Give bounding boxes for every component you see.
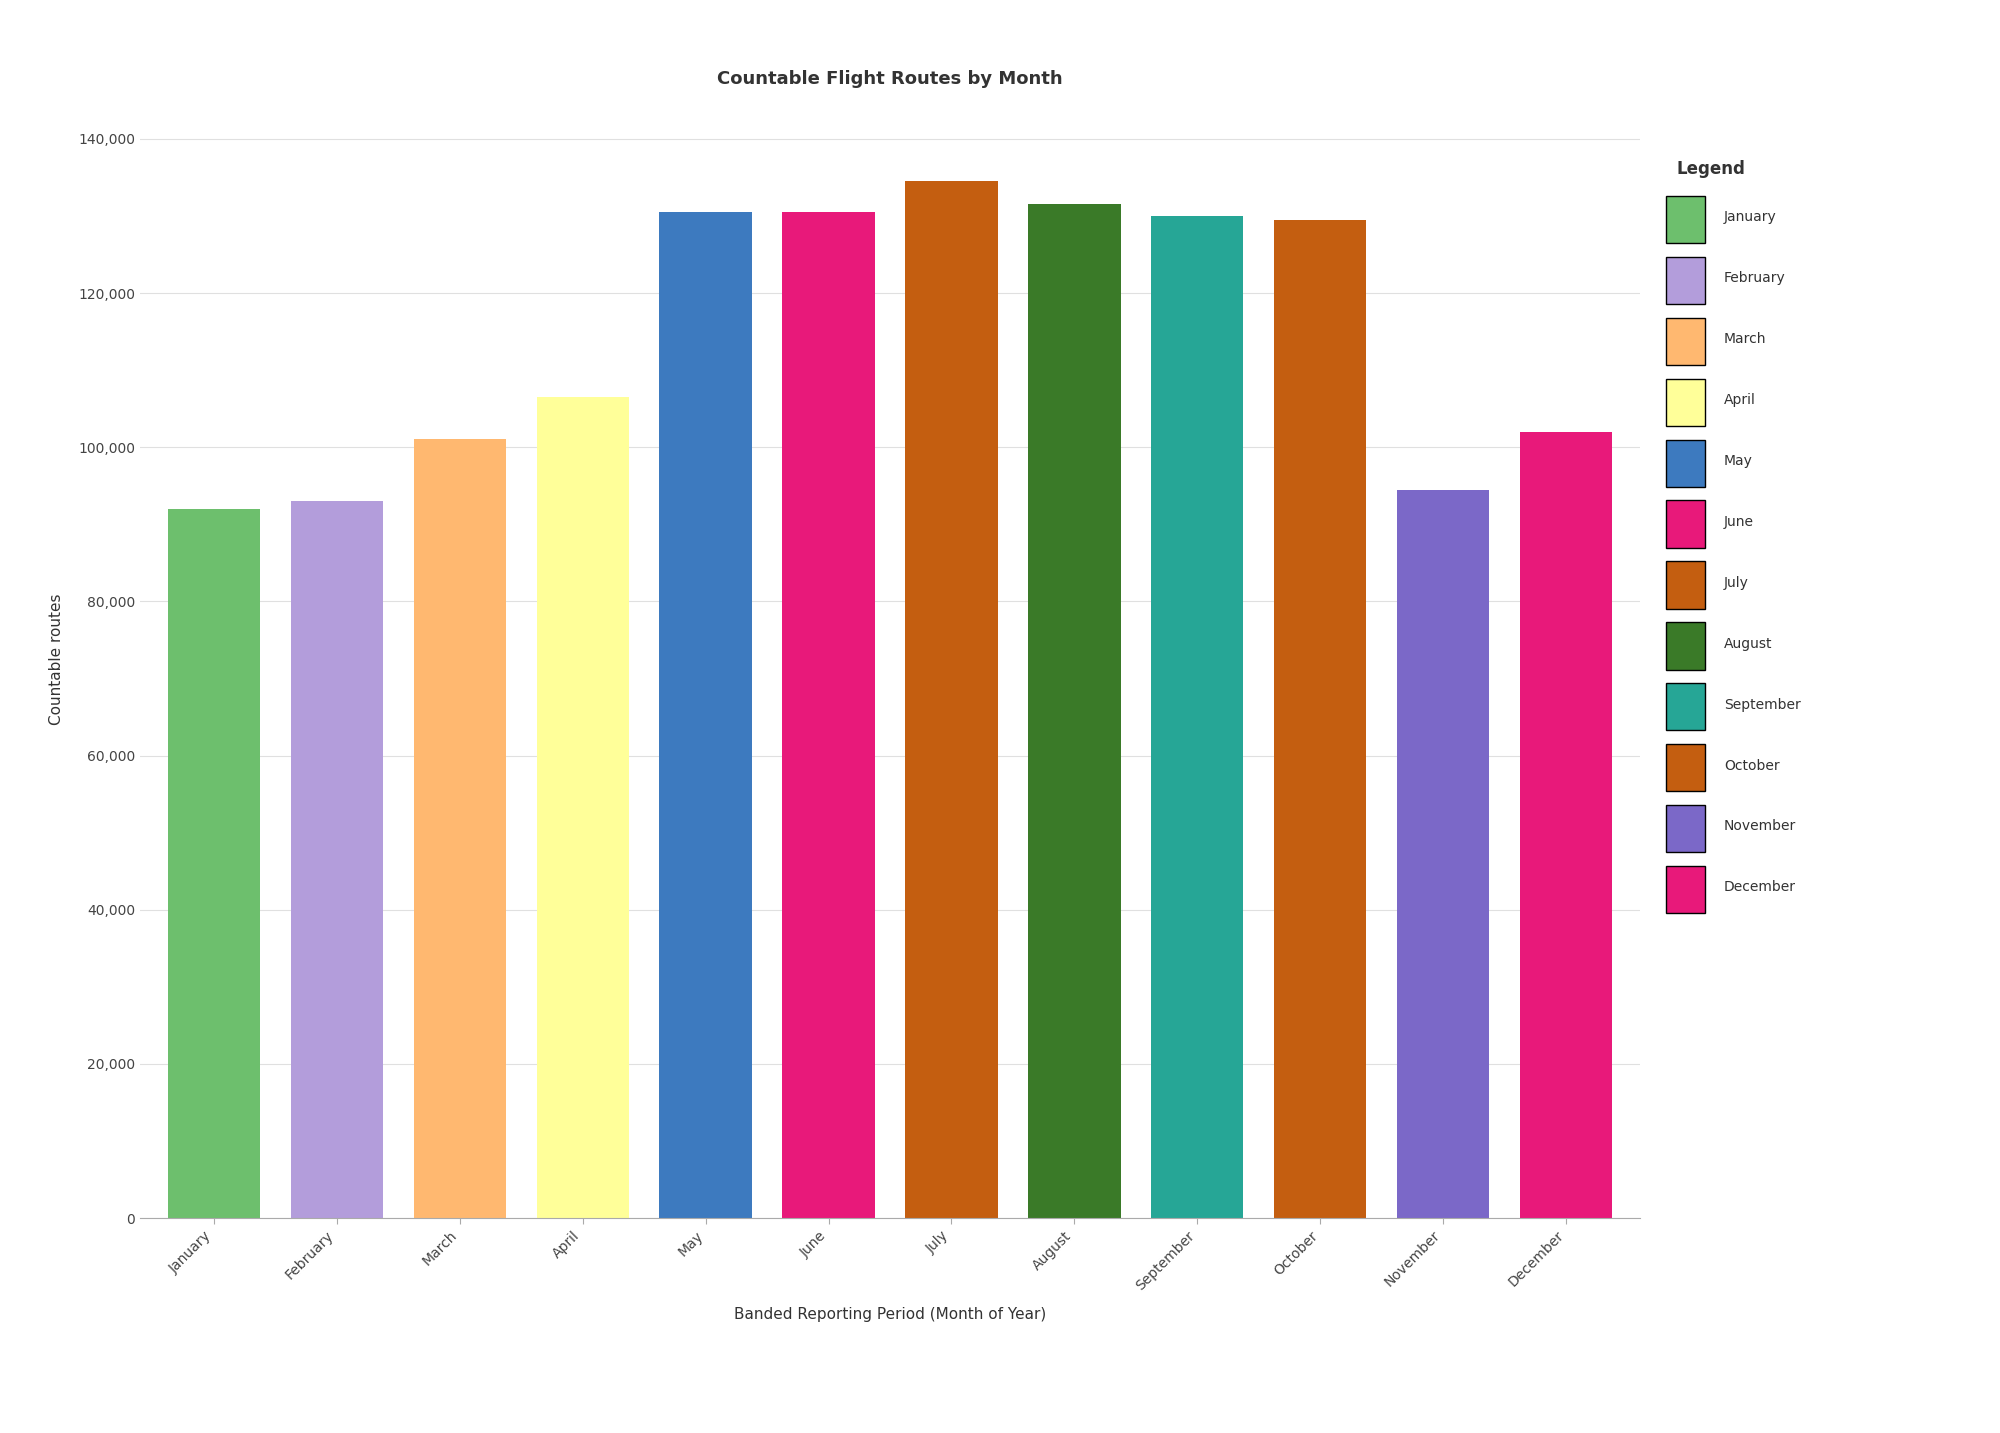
Bar bbox=[414, 440, 506, 1218]
FancyBboxPatch shape bbox=[1666, 684, 1704, 731]
Bar bbox=[536, 397, 628, 1218]
FancyBboxPatch shape bbox=[1666, 318, 1704, 365]
Text: November: November bbox=[1724, 820, 1796, 834]
Bar bbox=[168, 509, 260, 1218]
FancyBboxPatch shape bbox=[1666, 744, 1704, 791]
Text: March: March bbox=[1724, 332, 1766, 347]
Bar bbox=[782, 212, 874, 1218]
FancyBboxPatch shape bbox=[1666, 622, 1704, 669]
Bar bbox=[660, 212, 752, 1218]
Text: January: January bbox=[1724, 211, 1776, 225]
FancyBboxPatch shape bbox=[1666, 805, 1704, 853]
FancyBboxPatch shape bbox=[1666, 500, 1704, 547]
FancyBboxPatch shape bbox=[1666, 196, 1704, 244]
FancyBboxPatch shape bbox=[1666, 562, 1704, 609]
Bar bbox=[290, 502, 382, 1218]
Text: May: May bbox=[1724, 454, 1752, 469]
Bar bbox=[1398, 490, 1490, 1218]
Text: August: August bbox=[1724, 636, 1772, 651]
Text: December: December bbox=[1724, 880, 1796, 894]
Bar bbox=[906, 181, 998, 1218]
Text: June: June bbox=[1724, 514, 1754, 529]
FancyBboxPatch shape bbox=[1666, 866, 1704, 913]
FancyBboxPatch shape bbox=[1666, 378, 1704, 426]
Y-axis label: Countable routes: Countable routes bbox=[50, 593, 64, 725]
Text: April: April bbox=[1724, 393, 1756, 407]
Title: Countable Flight Routes by Month: Countable Flight Routes by Month bbox=[718, 70, 1062, 87]
Text: February: February bbox=[1724, 271, 1786, 285]
Text: September: September bbox=[1724, 698, 1800, 712]
Bar bbox=[1152, 216, 1244, 1218]
FancyBboxPatch shape bbox=[1666, 257, 1704, 304]
X-axis label: Banded Reporting Period (Month of Year): Banded Reporting Period (Month of Year) bbox=[734, 1307, 1046, 1321]
Text: July: July bbox=[1724, 576, 1748, 590]
Bar bbox=[1520, 431, 1612, 1218]
Text: October: October bbox=[1724, 758, 1780, 772]
FancyBboxPatch shape bbox=[1666, 440, 1704, 487]
Bar bbox=[1028, 205, 1120, 1218]
Bar bbox=[1274, 219, 1366, 1218]
Text: Legend: Legend bbox=[1676, 160, 1744, 179]
